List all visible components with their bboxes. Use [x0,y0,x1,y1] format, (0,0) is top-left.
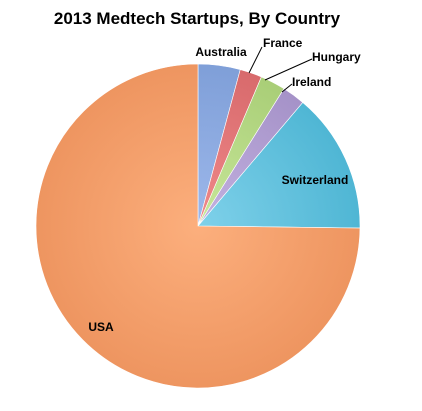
leader-line-ireland [281,83,293,93]
pie-slice-switzerland [197,102,361,229]
pie-labels: Australia France Hungary Ireland Switzerland… [88,36,361,334]
pie-slice-usa [35,63,361,389]
leader-line-france [248,46,263,74]
pie-slices [35,63,361,389]
slice-label-france: France [263,36,303,50]
leader-line-hungary [264,58,313,81]
slice-label-usa: USA [88,320,114,334]
slice-label-ireland: Ireland [292,75,331,89]
slice-label-australia: Australia [195,45,247,59]
chart-title: 2013 Medtech Startups, By Country [54,9,341,28]
slice-label-hungary: Hungary [312,50,361,64]
slice-label-switzerland: Switzerland [282,173,349,187]
